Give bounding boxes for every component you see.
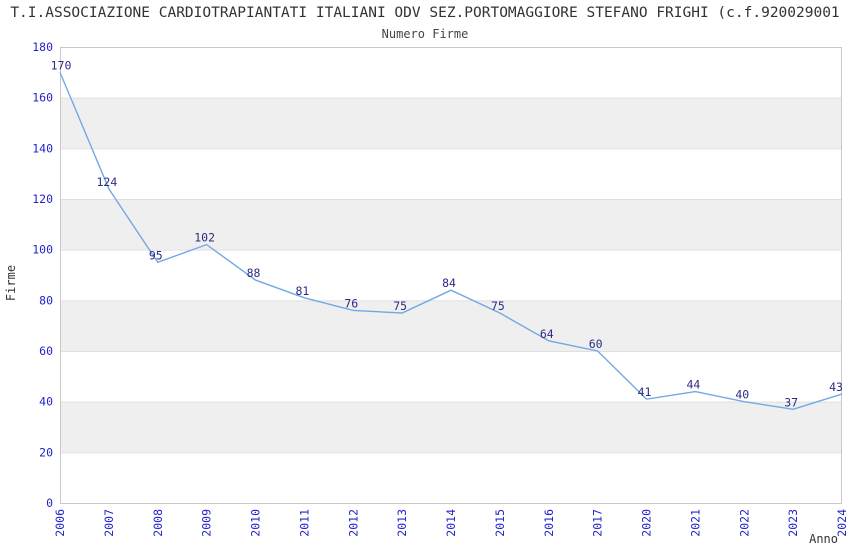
chart-subtitle: Numero Firme [381, 27, 469, 41]
y-tick-label: 80 [39, 293, 53, 307]
plot-border [60, 47, 842, 504]
y-tick-label: 140 [32, 141, 53, 155]
y-axis-title: Firme [4, 265, 18, 301]
shaded-band [60, 199, 842, 250]
data-label: 37 [784, 395, 798, 409]
x-tick-label: 2016 [542, 509, 556, 537]
y-tick-label: 60 [39, 344, 53, 358]
x-axis-tick-labels: 2006 2007 2008 2009 2010 2011 2012 2013 2014 2015… [53, 509, 849, 537]
gridlines [60, 97, 842, 454]
x-tick-label: 2023 [786, 509, 800, 537]
data-label: 170 [51, 58, 72, 72]
shaded-band [60, 300, 842, 351]
x-tick-label: 2021 [688, 509, 702, 537]
data-label: 102 [194, 231, 215, 245]
x-tick-label: 2014 [444, 509, 458, 537]
x-axis-title: Anno [809, 532, 838, 546]
x-tick-label: 2007 [102, 509, 116, 537]
data-label: 75 [491, 299, 505, 313]
y-tick-label: 120 [32, 192, 53, 206]
y-tick-label: 40 [39, 395, 53, 409]
x-tick-label: 2006 [53, 509, 67, 537]
x-tick-label: 2017 [591, 509, 605, 537]
data-label: 124 [96, 175, 117, 189]
data-label: 60 [589, 337, 603, 351]
y-tick-label: 100 [32, 243, 53, 257]
y-tick-label: 180 [32, 40, 53, 54]
x-tick-label: 2009 [200, 509, 214, 537]
data-label: 64 [540, 327, 554, 341]
data-label: 76 [344, 296, 358, 310]
y-tick-label: 20 [39, 445, 53, 459]
shaded-band [60, 401, 842, 453]
data-label: 75 [393, 299, 407, 313]
data-label: 81 [295, 284, 309, 298]
x-tick-label: 2024 [835, 509, 849, 537]
x-tick-label: 2012 [346, 509, 360, 537]
shaded-bands [60, 97, 842, 453]
x-tick-label: 2008 [151, 509, 165, 537]
series-line-firme [59, 72, 843, 410]
data-label: 43 [829, 380, 843, 394]
x-tick-label: 2011 [297, 509, 311, 537]
data-label: 40 [735, 388, 749, 402]
shaded-band [60, 97, 842, 149]
data-label: 41 [638, 385, 652, 399]
y-tick-label: 0 [46, 496, 53, 510]
data-label: 44 [686, 378, 700, 392]
x-tick-label: 2010 [249, 509, 263, 537]
x-tick-label: 2022 [737, 509, 751, 537]
data-labels: 170 124 95 102 88 81 76 75 84 75 64 60 41 44 40 37 43 [51, 58, 843, 409]
x-tick-label: 2020 [640, 509, 654, 537]
y-axis-tick-labels: 0 20 40 60 80 100 120 140 160 180 [32, 40, 53, 510]
x-tick-label: 2015 [493, 509, 507, 537]
x-tick-label: 2013 [395, 509, 409, 537]
data-label: 95 [149, 248, 163, 262]
chart-title: T.I.ASSOCIAZIONE CARDIOTRAPIANTATI ITALI… [10, 5, 840, 21]
data-label: 88 [247, 266, 261, 280]
data-label: 84 [442, 276, 456, 290]
y-tick-label: 160 [32, 91, 53, 105]
